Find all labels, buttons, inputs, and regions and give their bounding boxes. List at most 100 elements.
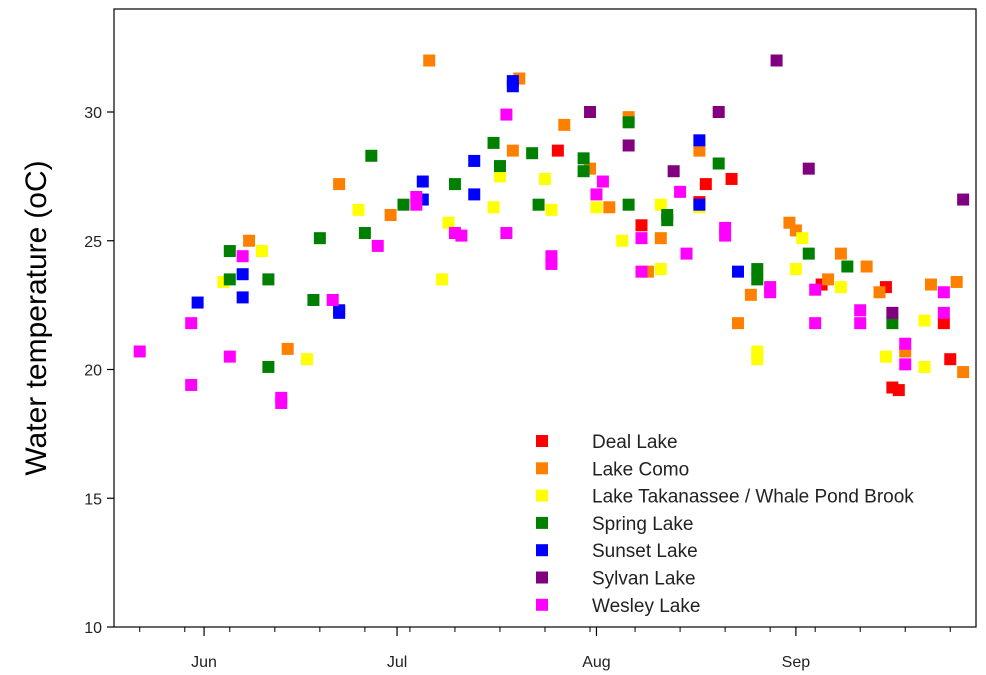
- data-point: [506, 80, 519, 93]
- legend-label: Sunset Lake: [592, 541, 698, 562]
- data-point: [333, 178, 346, 191]
- data-point: [223, 273, 236, 286]
- data-point: [500, 108, 513, 121]
- legend-label: Sylvan Lake: [592, 569, 696, 590]
- data-point: [577, 152, 590, 165]
- data-point: [416, 175, 429, 188]
- data-point: [506, 144, 519, 157]
- data-point: [622, 116, 635, 129]
- data-point: [918, 360, 931, 373]
- legend-swatch: [536, 489, 548, 502]
- data-point: [693, 198, 706, 211]
- data-point: [841, 260, 854, 273]
- data-point: [442, 216, 455, 229]
- x-axis: Jun Jul Aug Sep: [139, 627, 951, 671]
- data-point: [236, 250, 249, 263]
- y-axis-title-unit: (oC): [20, 160, 53, 218]
- data-point: [944, 353, 957, 366]
- data-point: [487, 136, 500, 149]
- data-point: [937, 286, 950, 299]
- data-point: [635, 219, 648, 232]
- data-point: [693, 144, 706, 157]
- data-point: [493, 170, 506, 183]
- data-point: [281, 342, 294, 355]
- data-point: [436, 273, 449, 286]
- legend-swatch: [536, 516, 548, 529]
- y-tick-label: 20: [84, 363, 102, 380]
- data-point: [384, 209, 397, 221]
- data-point: [937, 317, 950, 330]
- data-point: [558, 118, 571, 131]
- data-point: [468, 188, 481, 201]
- data-point: [950, 275, 963, 288]
- data-point: [191, 296, 204, 309]
- data-point: [551, 144, 564, 157]
- data-point: [223, 350, 236, 363]
- data-point: [744, 288, 757, 301]
- data-point: [313, 232, 326, 245]
- series-deal-lake: [551, 144, 957, 397]
- data-point: [854, 317, 867, 330]
- data-point: [654, 263, 667, 276]
- data-point: [616, 234, 629, 247]
- data-point: [500, 227, 513, 240]
- series-spring-lake: [223, 116, 899, 373]
- data-point: [185, 317, 198, 330]
- data-point: [526, 147, 539, 160]
- series-sunset-lake: [191, 75, 744, 319]
- data-point: [802, 247, 815, 260]
- x-tick-label: Aug: [582, 654, 610, 671]
- data-point: [751, 263, 764, 276]
- data-point: [764, 286, 777, 299]
- data-point: [262, 360, 275, 373]
- data-point: [924, 278, 937, 291]
- data-point: [751, 353, 764, 366]
- data-point: [957, 366, 970, 379]
- data-point: [590, 188, 603, 201]
- data-point: [635, 265, 648, 278]
- data-point: [731, 265, 744, 278]
- legend: Deal Lake Lake Como Lake Takanassee / Whal…: [536, 432, 914, 617]
- series-wesley-lake: [133, 108, 950, 409]
- data-point: [365, 149, 378, 162]
- data-point: [822, 273, 835, 286]
- x-tick-label: Sep: [782, 654, 811, 671]
- data-point: [255, 245, 268, 258]
- data-point: [674, 185, 687, 198]
- data-point: [333, 306, 346, 319]
- data-point: [236, 268, 249, 281]
- data-point: [937, 306, 950, 319]
- data-point: [802, 162, 815, 175]
- data-point: [899, 358, 912, 371]
- data-point: [358, 227, 371, 240]
- legend-label: Wesley Lake: [592, 596, 700, 617]
- series-lake-takanassee-whale-pond-brook: [217, 170, 931, 373]
- data-point: [661, 214, 674, 227]
- y-tick-label: 25: [84, 234, 102, 251]
- data-point: [539, 172, 551, 185]
- data-point: [860, 260, 873, 273]
- legend-swatch: [536, 462, 548, 475]
- data-point: [603, 201, 616, 214]
- data-point: [731, 317, 744, 330]
- plot-frame: [113, 8, 977, 628]
- data-point: [957, 193, 970, 206]
- y-tick-label: 10: [84, 620, 102, 637]
- x-tick-label: Jun: [191, 654, 217, 671]
- data-point: [899, 337, 912, 350]
- data-point: [712, 106, 725, 118]
- data-point: [809, 317, 822, 330]
- data-point: [275, 396, 288, 409]
- data-point: [654, 198, 667, 211]
- data-point: [918, 314, 931, 327]
- data-point: [371, 239, 384, 252]
- data-point: [223, 245, 236, 258]
- data-point: [667, 165, 680, 178]
- data-point: [693, 134, 706, 147]
- data-point: [493, 160, 506, 173]
- y-axis-title-text: Water temperature: [20, 227, 53, 476]
- data-point: [532, 198, 545, 211]
- data-point: [834, 281, 847, 294]
- data-point: [635, 232, 648, 245]
